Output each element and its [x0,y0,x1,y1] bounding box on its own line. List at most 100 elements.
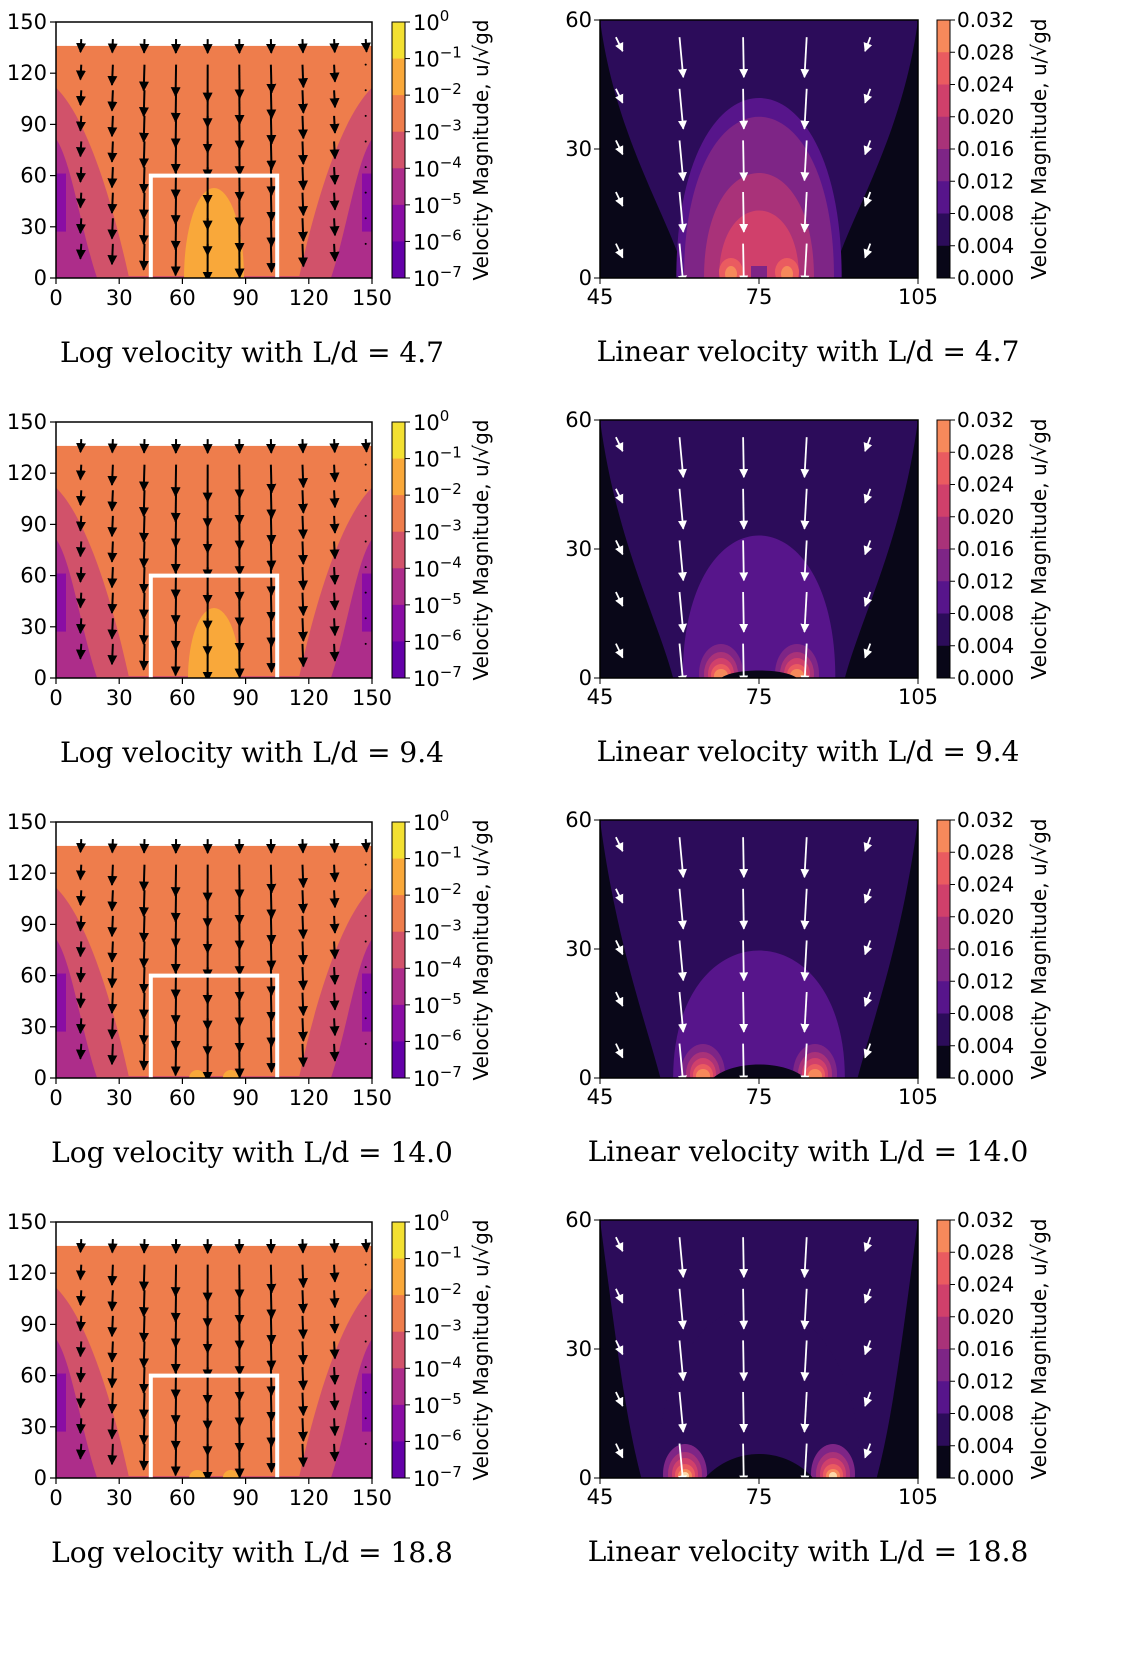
quiver-arrow [266,915,277,946]
quiver-arrow [298,567,309,591]
quiver-arrow [138,890,149,918]
quiver-arrow [75,567,86,583]
quiver-arrow [298,515,309,540]
colorbar-swatch [392,22,405,60]
colorbar-swatch [937,1045,950,1079]
quiver-arrow [266,592,277,622]
colorbar-tick-label: 0.012 [957,169,1014,193]
quiver-arrow [266,1315,277,1346]
x-tick-label: 120 [289,1486,329,1510]
x-tick-label: 90 [232,286,259,310]
quiver-arrow [329,992,340,1011]
quiver-arrow [138,1043,149,1071]
quiver-arrow [863,88,873,104]
center-stagnation [705,1454,813,1478]
quiver-arrow [75,941,86,958]
quiver-arrow [739,888,749,930]
quiver-dot [364,991,367,994]
y-tick-label: 150 [7,410,47,434]
x-tick-label: 120 [289,686,329,710]
quiver-arrow [329,839,340,854]
y-tick-label: 0 [34,1466,47,1490]
quiver-arrow [863,1443,873,1459]
quiver-arrow [75,890,86,907]
colorbar-swatch [392,858,405,896]
quiver-arrow [329,967,340,986]
quiver-arrow [266,1443,277,1474]
colorbar-swatch [937,1284,950,1318]
linear-velocity-panel: 45 75 105 0 30 60 0.032 0.028 0.024 0.020 0.016 0.0… [565,408,1051,768]
quiver-arrow [739,243,749,278]
outlet-box [148,973,280,1078]
quiver-arrow [298,1443,309,1468]
quiver-arrow [739,191,749,233]
quiver-arrow [107,115,118,138]
quiver-arrow [329,643,340,662]
colorbar-tick-label: 10−7 [413,663,462,691]
contour-band-1e-6-right [362,973,372,1032]
contour-field [600,420,918,678]
quiver-arrow [266,167,277,197]
colorbar-swatch [937,916,950,950]
contour-band-0.004 [600,820,918,1078]
y-tick-label: 120 [7,61,47,85]
quiver-arrow [75,864,86,881]
quiver-dot [364,514,367,517]
x-tick-label: 0 [49,1086,62,1110]
colorbar-tick-label: 10−4 [413,553,462,581]
quiver-arrow [107,464,118,486]
colorbar-swatch [937,820,950,853]
colorbar-swatch [937,116,950,150]
colorbar-swatch [937,1316,950,1350]
quiver-arrow [266,1018,277,1048]
colorbar-tick-label: 0.016 [957,937,1014,961]
quiver-arrow [800,1043,810,1078]
y-tick-label: 30 [20,1415,47,1439]
x-tick-label: 0 [49,286,62,310]
quiver-arrow [298,192,309,217]
x-tick-label: 30 [106,286,133,310]
quiver-arrow [138,243,149,271]
y-tick-label: 150 [7,1210,47,1234]
quiver-arrow [298,618,309,642]
quiver-arrow [138,592,149,620]
colorbar-tick-label: 10−7 [413,1463,462,1491]
quiver-arrow [170,1043,181,1077]
quiver-arrow [863,1340,873,1356]
colorbar-swatch [937,852,950,885]
outlet-box [148,573,280,678]
quiver-arrow [75,1018,86,1035]
quiver-arrow [298,941,309,966]
quiver-arrow [75,643,86,660]
colorbar-swatch [937,1413,950,1447]
x-tick-label: 60 [169,1486,196,1510]
quiver-dot [364,1314,367,1317]
panel-caption: Log velocity with L/d = 4.7 [60,336,444,369]
quiver-arrow [75,490,86,507]
colorbar-tick-label: 0.024 [957,1273,1014,1297]
quiver-arrow [266,1392,277,1422]
quiver-arrow [329,567,340,586]
contour-field [600,20,918,278]
quiver-arrow [800,1391,810,1433]
quiver-arrow [329,464,340,483]
quiver-dot [364,89,367,92]
colorbar-label: Velocity Magnitude, u/√gd [1027,18,1051,279]
quiver-arrow [678,991,687,1033]
quiver-arrow [75,1443,86,1460]
quiver-arrow [266,1264,277,1294]
quiver-arrow [266,490,277,520]
quiver-arrow [298,490,309,514]
quiver-arrow [107,243,118,266]
quiver-arrow [107,90,118,112]
quiver-arrow [298,915,309,940]
quiver-arrow [863,36,873,53]
colorbar-tick-label: 0.008 [957,602,1014,626]
colorbar-tick-label: 10−3 [413,1317,462,1345]
quiver-arrow [863,888,873,904]
quiver-arrow [298,864,309,889]
colorbar-swatch [392,531,405,569]
quiver-arrow [298,541,309,566]
x-tick-label: 60 [169,286,196,310]
quiver-arrow [138,992,149,1020]
